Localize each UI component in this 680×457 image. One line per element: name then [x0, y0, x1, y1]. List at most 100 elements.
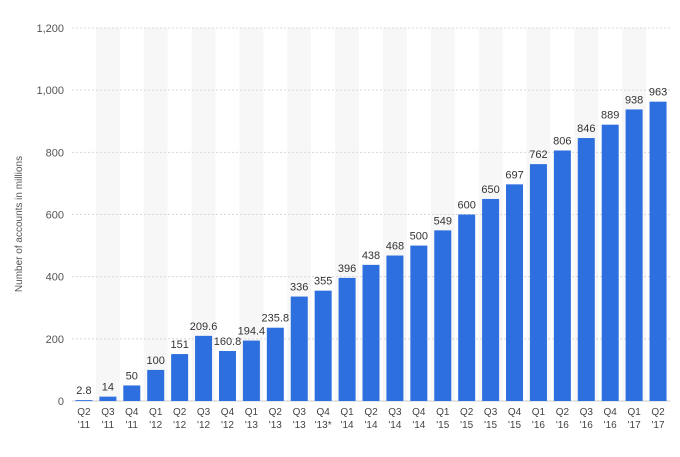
x-tick-label: '13: [269, 420, 282, 431]
x-tick-label: '13*: [315, 420, 332, 431]
x-tick-label: Q3: [197, 407, 211, 418]
column-band: [191, 28, 216, 401]
x-tick-label: '14: [388, 420, 401, 431]
x-tick-label: '15: [508, 420, 521, 431]
data-label: 468: [386, 241, 404, 253]
x-tick-label: Q2: [269, 407, 283, 418]
x-tick-label: Q3: [388, 407, 402, 418]
bars: [75, 101, 667, 402]
y-axis-title: Number of accounts in millions: [14, 156, 25, 292]
data-label: 549: [434, 215, 452, 227]
data-label: 100: [147, 355, 165, 367]
data-label: 235.8: [262, 313, 290, 325]
x-tick-label: Q4: [412, 407, 426, 418]
data-label: 151: [170, 339, 188, 351]
data-label: 650: [481, 184, 499, 196]
data-label: 889: [601, 110, 619, 122]
x-tick-label: Q4: [604, 407, 618, 418]
x-tick-label: Q2: [364, 407, 378, 418]
data-label: 500: [410, 231, 428, 243]
bar: [482, 198, 500, 401]
x-tick-label: '16: [556, 420, 569, 431]
bar: [410, 245, 428, 401]
y-tick-label: 800: [46, 147, 64, 159]
bar: [171, 354, 189, 401]
data-label: 14: [102, 382, 114, 394]
data-label: 600: [458, 200, 476, 212]
x-tick-label: Q3: [484, 407, 498, 418]
x-tick-label: '15: [436, 420, 449, 431]
x-axis-categories: Q2 '11 Q3 '11 Q4 '11 Q1 '12 Q2 '12 Q3 '12 Q4 '12 Q1 '13…: [77, 407, 665, 431]
data-label: 762: [529, 149, 547, 161]
x-tick-label: Q2: [173, 407, 187, 418]
y-tick-label: 1,200: [36, 23, 64, 35]
x-tick-label: '12: [173, 420, 186, 431]
x-tick-label: '12: [197, 420, 210, 431]
bar: [147, 369, 165, 401]
x-tick-label: '14: [364, 420, 377, 431]
x-tick-label: Q4: [316, 407, 330, 418]
data-label: 396: [338, 263, 356, 275]
bar: [625, 109, 643, 402]
x-tick-label: '17: [652, 420, 665, 431]
bar: [75, 400, 93, 401]
bar: [218, 351, 236, 401]
bar: [577, 138, 595, 401]
x-tick-label: '16: [532, 420, 545, 431]
x-tick-label: '11: [126, 420, 139, 431]
bar: [529, 164, 547, 401]
x-tick-label: '12: [221, 420, 234, 431]
x-tick-label: Q1: [436, 407, 450, 418]
bar: [290, 296, 308, 401]
x-tick-label: '13: [293, 420, 306, 431]
y-tick-label: 400: [46, 272, 64, 284]
data-label: 963: [649, 87, 667, 99]
x-tick-label: Q1: [245, 407, 259, 418]
data-label: 938: [625, 94, 643, 106]
bar: [649, 101, 667, 401]
x-tick-label: Q2: [460, 407, 474, 418]
x-tick-label: '16: [604, 420, 617, 431]
data-label: 209.6: [190, 321, 218, 333]
data-label: 846: [577, 123, 595, 135]
x-tick-label: '11: [78, 420, 91, 431]
data-label: 336: [290, 282, 308, 294]
bar: [386, 255, 404, 401]
bar: [195, 335, 213, 401]
y-tick-label: 200: [46, 334, 64, 346]
x-tick-label: Q1: [532, 407, 546, 418]
column-band: [239, 28, 264, 401]
column-band: [95, 28, 120, 401]
x-tick-label: '12: [149, 420, 162, 431]
x-tick-label: '14: [341, 420, 354, 431]
bar: [362, 264, 380, 401]
y-axis-ticks: 0 200 400 600 800 1,000 1,200: [36, 23, 64, 408]
x-tick-label: '14: [412, 420, 425, 431]
data-label: 2.8: [76, 385, 91, 397]
x-tick-label: Q2: [556, 407, 570, 418]
x-tick-label: '11: [102, 420, 115, 431]
x-tick-label: Q3: [580, 407, 594, 418]
data-label: 355: [314, 276, 332, 288]
x-tick-label: '17: [628, 420, 641, 431]
x-tick-label: '13: [245, 420, 258, 431]
data-label: 50: [126, 370, 138, 382]
data-label: 194.4: [238, 326, 266, 338]
x-tick-label: Q3: [101, 407, 115, 418]
x-tick-label: Q1: [627, 407, 641, 418]
bar: [123, 385, 141, 401]
data-label: 160.8: [214, 336, 242, 348]
x-tick-label: Q4: [221, 407, 235, 418]
x-tick-label: Q2: [651, 407, 665, 418]
column-band: [143, 28, 168, 401]
x-tick-label: Q3: [293, 407, 307, 418]
bar: [338, 277, 356, 401]
bar: [553, 150, 571, 401]
bar: [99, 396, 117, 401]
bar: [506, 184, 524, 401]
bar: [242, 340, 260, 401]
y-tick-label: 1,000: [36, 85, 64, 97]
bar: [434, 230, 452, 401]
